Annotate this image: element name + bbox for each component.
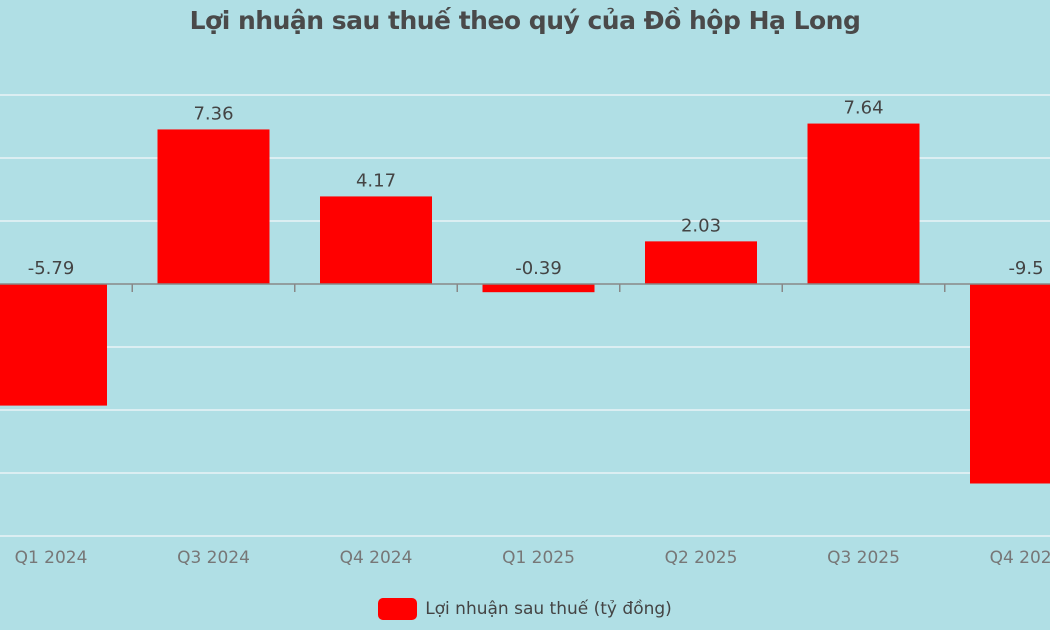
legend-swatch	[378, 598, 418, 620]
chart-title: Lợi nhuận sau thuế theo quý của Đồ hộp H…	[189, 6, 861, 35]
x-tick-label: Q1 2025	[502, 548, 575, 568]
data-label: 2.03	[681, 215, 721, 236]
bar	[320, 196, 432, 284]
bar	[970, 284, 1050, 484]
x-tick-label: Q3 2025	[827, 548, 900, 568]
data-label: 7.64	[843, 98, 883, 119]
x-tick-label: Q1 2024	[15, 548, 88, 568]
legend-label: Lợi nhuận sau thuế (tỷ đồng)	[425, 599, 672, 619]
bar	[807, 123, 920, 284]
x-tick-label: Q4 2025	[990, 548, 1050, 568]
bar	[645, 241, 757, 284]
data-label: 4.17	[356, 170, 396, 191]
bar	[157, 129, 270, 284]
x-tick-label: Q3 2024	[177, 548, 250, 568]
x-tick-label: Q4 2024	[340, 548, 413, 568]
x-tick-label: Q2 2025	[665, 548, 738, 568]
bar	[0, 284, 107, 406]
data-label: -5.79	[28, 258, 75, 279]
data-label: -0.39	[515, 258, 562, 279]
data-label: -9.5	[1008, 258, 1043, 279]
bar	[482, 284, 595, 293]
legend: Lợi nhuận sau thuế (tỷ đồng)	[0, 598, 1050, 620]
data-label: 7.36	[193, 103, 233, 124]
